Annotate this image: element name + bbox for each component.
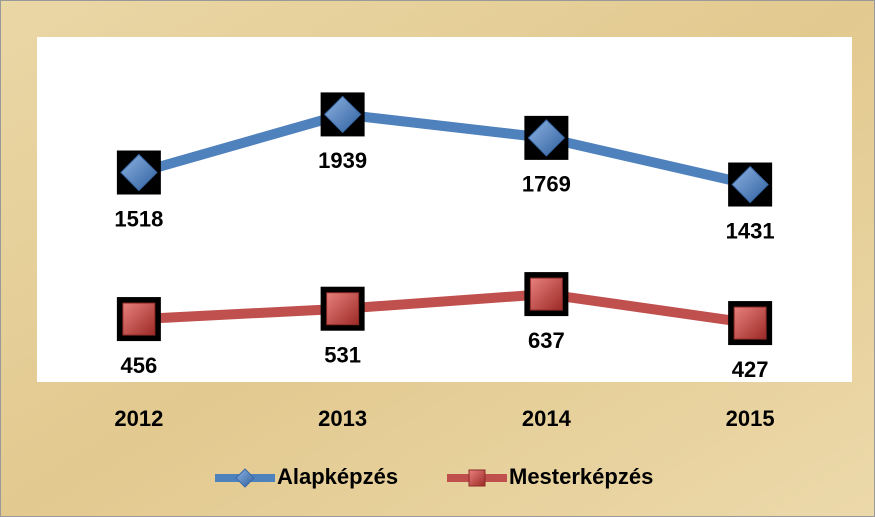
marker <box>468 469 486 487</box>
marker <box>235 468 255 488</box>
marker <box>529 277 563 311</box>
marker <box>122 302 156 336</box>
data-label: 1518 <box>114 206 163 231</box>
marker <box>323 95 362 134</box>
marker <box>527 119 566 157</box>
marker <box>326 292 360 326</box>
data-label: 1431 <box>726 218 775 243</box>
data-label: 1939 <box>318 148 367 173</box>
data-label: 637 <box>528 328 565 353</box>
legend-label: Alapképzés <box>277 464 398 489</box>
marker <box>731 165 769 204</box>
x-tick-label: 2013 <box>318 406 367 431</box>
series-line <box>137 109 752 190</box>
data-label: 427 <box>732 357 769 382</box>
data-label: 456 <box>121 353 158 378</box>
marker <box>120 153 158 192</box>
x-tick-label: 2015 <box>726 406 775 431</box>
x-tick-label: 2012 <box>114 406 163 431</box>
legend-label: Mesterképzés <box>509 464 653 489</box>
series-line <box>138 289 751 329</box>
x-tick-label: 2014 <box>522 406 572 431</box>
marker <box>733 306 767 340</box>
data-label: 1769 <box>522 172 571 197</box>
plot-area <box>37 37 852 382</box>
data-label: 531 <box>324 343 361 368</box>
